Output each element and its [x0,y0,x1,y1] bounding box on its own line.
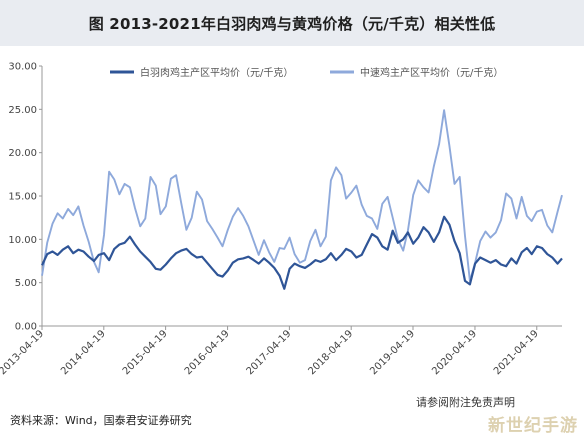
y-tick-label: 25.00 [8,105,37,116]
x-tick-label: 2017-04-19 [245,328,294,377]
chart-title: 图 2013-2021年白羽肉鸡与黄鸡价格（元/千克）相关性低 [88,14,496,33]
x-tick-label: 2019-04-19 [368,328,417,377]
x-tick-label: 2015-04-19 [121,328,170,377]
watermark: 新世纪手游 [488,416,578,436]
x-tick-label: 2013-04-19 [0,328,46,377]
x-tick-label: 2016-04-19 [183,328,232,377]
series-line [41,109,563,282]
x-tick-label: 2018-04-19 [306,328,355,377]
y-tick-label: 5.00 [15,278,37,289]
y-tick-label: 20.00 [8,148,37,159]
series-line [41,215,563,290]
legend-label: 白羽肉鸡主产区平均价（元/千克） [140,66,293,79]
y-tick-label: 30.00 [8,62,37,73]
title-bar: 图 2013-2021年白羽肉鸡与黄鸡价格（元/千克）相关性低 [0,0,584,46]
line-chart: 0.00 5.00 10.00 15.00 20.00 25.00 30.00 2013-04… [0,62,563,377]
source-note: 资料来源：Wind，国泰君安证券研究 [10,414,192,427]
disclaimer-note: 请参阅附注免责声明 [416,396,515,409]
x-tick-label: 2021-04-19 [492,328,541,377]
y-tick-label: 0.00 [15,322,37,333]
y-tick-label: 15.00 [8,192,37,203]
legend-label: 中速鸡主产区平均价（元/千克） [360,66,503,79]
x-tick-label: 2014-04-19 [59,328,108,377]
x-tick-label: 2020-04-19 [430,328,479,377]
y-tick-label: 10.00 [8,235,37,246]
